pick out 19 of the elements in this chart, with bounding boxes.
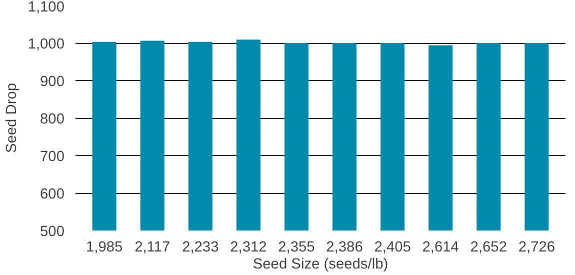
y-tick-label: 1,100 — [28, 0, 65, 16]
y-tick-label: 700 — [40, 149, 65, 165]
x-tick-label: 2,117 — [134, 240, 170, 256]
x-tick-label: 2,726 — [518, 240, 556, 256]
x-tick-label: 2,233 — [182, 240, 219, 256]
y-tick-label: 500 — [40, 224, 65, 240]
y-tick-label: 900 — [40, 74, 65, 90]
y-tick-label: 600 — [40, 186, 65, 202]
x-tick-label: 2,312 — [230, 240, 267, 256]
x-tick-label: 2,652 — [470, 240, 507, 256]
x-tick-label: 1,985 — [86, 240, 123, 256]
y-tick-label: 1,000 — [28, 36, 65, 52]
x-tick-label: 2,386 — [326, 240, 363, 256]
y-axis-title: Seed Drop — [4, 82, 20, 154]
x-tick-label: 2,614 — [422, 240, 459, 256]
y-tick-label: 800 — [40, 112, 65, 128]
x-axis-title: Seed Size (seeds/lb) — [252, 256, 388, 272]
x-tick-label: 2,405 — [374, 240, 411, 256]
x-tick-label: 2,355 — [278, 240, 315, 256]
